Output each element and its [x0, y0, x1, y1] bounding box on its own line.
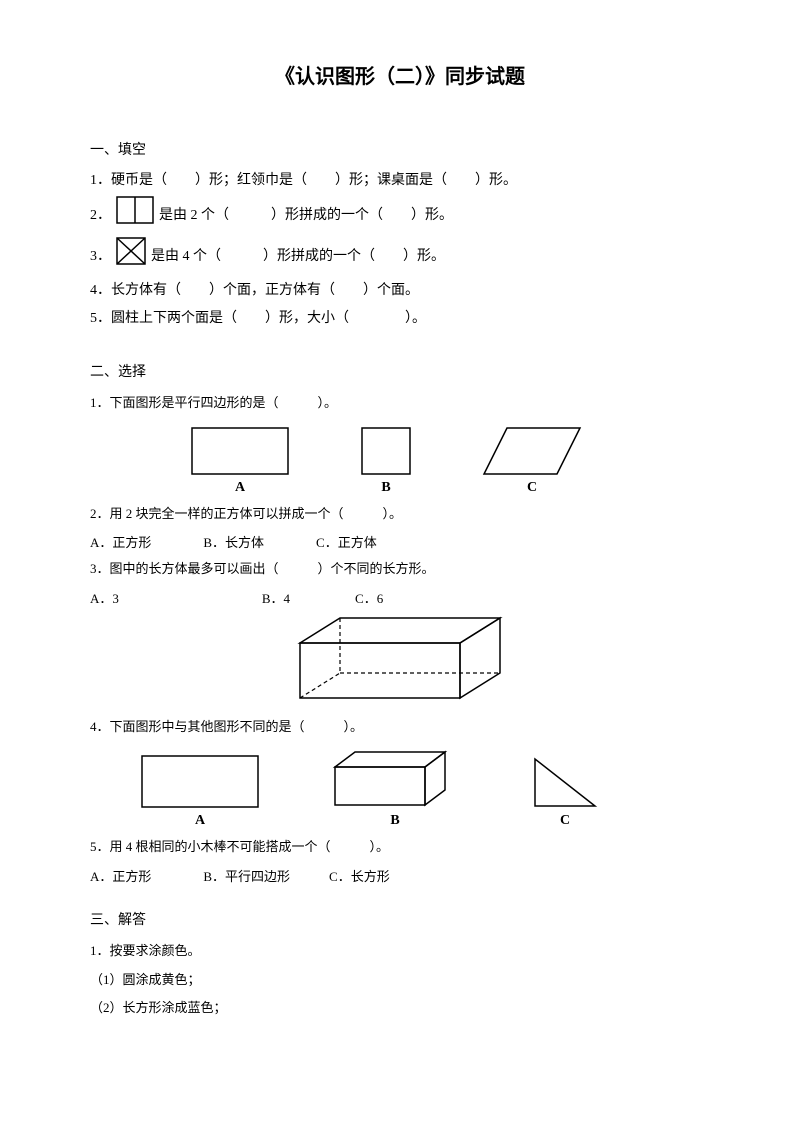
page-title: 《认识图形（二）》同步试题 [90, 60, 710, 89]
section-3-header: 三、解答 [90, 909, 710, 929]
rectangle2-icon [140, 754, 260, 809]
s1-q2: 2． 是由 2 个（ ）形拼成的一个（ ）形。 [90, 195, 710, 236]
s2-q1-figB: B [360, 426, 412, 496]
two-rect-icon [115, 195, 155, 236]
label-B2: B [390, 813, 399, 829]
s1-q3: 3． 是由 4 个（ ）形拼成的一个（ ）形。 [90, 236, 710, 277]
parallelogram-icon [482, 426, 582, 476]
s3-q1: 1．按要求涂颜色。 [90, 937, 710, 966]
s2-q2-opts: A．正方形 B．长方体 C．正方体 [90, 532, 710, 551]
s2-q5-opts: A．正方形 B．平行四边形 C．长方形 [90, 866, 710, 885]
s2-q3-figure [90, 613, 710, 703]
s2-q4-figA: A [140, 754, 260, 829]
label-C: C [527, 480, 537, 496]
s1-q3-suffix: 是由 4 个（ ）形拼成的一个（ ）形。 [151, 243, 445, 271]
s3-q1a: （1）圆涂成黄色； [90, 966, 710, 995]
s2-q1-figures: A B C [90, 426, 710, 496]
s1-q3-prefix: 3． [90, 243, 111, 271]
cuboid-small-icon [330, 749, 460, 809]
s1-q4: 4．长方体有（ ）个面，正方体有（ ）个面。 [90, 277, 710, 305]
s2-q3: 3．图中的长方体最多可以画出（ ）个不同的长方形。 [90, 555, 710, 584]
label-A: A [235, 480, 245, 496]
s2-q5: 5．用 4 根相同的小木棒不可能搭成一个（ ）。 [90, 833, 710, 862]
s2-q4-figures: A B C [90, 749, 710, 829]
s2-q4: 4．下面图形中与其他图形不同的是（ ）。 [90, 713, 710, 742]
s2-q2: 2．用 2 块完全一样的正方体可以拼成一个（ ）。 [90, 500, 710, 529]
rectangle-icon [190, 426, 290, 476]
label-B: B [381, 480, 390, 496]
label-A2: A [195, 813, 205, 829]
s2-q1: 1．下面图形是平行四边形的是（ ）。 [90, 389, 710, 418]
s1-q1: 1．硬币是（ ）形；红领巾是（ ）形；课桌面是（ ）形。 [90, 167, 710, 195]
section-2-header: 二、选择 [90, 361, 710, 381]
s2-q1-figA: A [190, 426, 290, 496]
s2-q4-figB: B [330, 749, 460, 829]
square-x-icon [115, 236, 147, 277]
square-icon [360, 426, 412, 476]
label-C2: C [560, 813, 570, 829]
s1-q5: 5．圆柱上下两个面是（ ）形，大小（ ）。 [90, 305, 710, 333]
right-triangle-icon [530, 754, 600, 809]
page: 《认识图形（二）》同步试题 一、填空 1．硬币是（ ）形；红领巾是（ ）形；课桌… [0, 0, 800, 1063]
s2-q4-figC: C [530, 754, 600, 829]
cuboid-icon [290, 613, 510, 703]
s1-q2-prefix: 2． [90, 202, 111, 230]
s1-q2-suffix: 是由 2 个（ ）形拼成的一个（ ）形。 [159, 202, 453, 230]
s3-q1b: （2）长方形涂成蓝色； [90, 994, 710, 1023]
s2-q1-figC: C [482, 426, 582, 496]
s2-q3-opts: A．3 B．4 C．6 [90, 588, 710, 607]
section-1-header: 一、填空 [90, 139, 710, 159]
